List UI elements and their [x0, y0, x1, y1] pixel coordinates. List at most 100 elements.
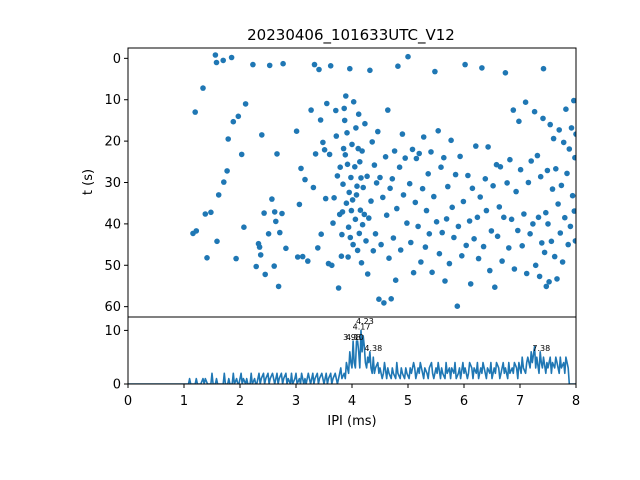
chart-title: 20230406_101633UTC_V12	[247, 26, 455, 45]
scatter-point	[318, 231, 324, 237]
scatter-point	[402, 155, 409, 161]
scatter-point	[225, 136, 231, 142]
scatter-point	[422, 244, 429, 250]
scatter-point	[517, 166, 524, 173]
scatter-point	[375, 128, 381, 135]
scatter-point	[296, 201, 303, 208]
scatter-point	[501, 214, 507, 221]
scatter-point	[571, 97, 576, 104]
scatter-point	[564, 170, 570, 177]
scatter-point	[506, 245, 512, 251]
scatter-point	[220, 57, 226, 64]
scatter-point	[334, 173, 341, 179]
scatter-point	[463, 242, 470, 249]
scatter-point	[571, 208, 576, 214]
scatter-point	[465, 172, 471, 179]
scatter-point	[429, 269, 435, 276]
scatter-point	[273, 218, 279, 225]
scatter-point	[376, 296, 382, 302]
scatter-point	[394, 205, 400, 212]
scatter-point	[416, 150, 423, 157]
scatter-point	[357, 207, 364, 213]
y-tick-label: 0	[113, 52, 121, 67]
scatter-point	[213, 59, 220, 66]
scatter-point	[405, 53, 411, 60]
scatter-point	[363, 238, 369, 244]
scatter-point	[457, 153, 463, 160]
scatter-point	[317, 117, 324, 123]
scatter-point	[527, 231, 533, 237]
scatter-point	[224, 168, 230, 174]
bottom-y-ticks: 0 10	[104, 324, 128, 393]
scatter-point	[265, 231, 272, 237]
scatter-point	[557, 230, 564, 236]
scatter-point	[293, 128, 300, 134]
scatter-point	[471, 236, 477, 242]
scatter-point	[299, 253, 306, 260]
scatter-point	[550, 135, 557, 142]
scatter-point	[298, 165, 304, 172]
scatter-point	[242, 101, 249, 107]
scatter-point	[354, 247, 361, 254]
scatter-point	[446, 260, 453, 267]
scatter-point	[311, 61, 318, 68]
peak-annotation: 4.17	[353, 322, 371, 331]
scatter-point	[343, 93, 349, 99]
scatter-point	[537, 173, 544, 180]
scatter-point	[536, 273, 543, 280]
scatter-point	[431, 193, 437, 200]
scatter-point	[410, 269, 417, 276]
scatter-point	[462, 61, 468, 68]
scatter-point	[523, 270, 530, 277]
scatter-point	[348, 174, 354, 181]
scatter-point	[499, 258, 505, 264]
scatter-point	[555, 201, 561, 207]
scatter-point	[567, 223, 574, 230]
peak-annotation: 4.23	[356, 317, 374, 326]
scatter-point	[480, 243, 487, 250]
scatter-point	[377, 174, 383, 181]
top-y-ticks: 0 10 20 30 40 50 60	[104, 52, 128, 315]
scatter-point	[508, 216, 515, 223]
scatter-point	[344, 130, 350, 136]
scatter-point	[280, 60, 286, 67]
scatter-point	[364, 271, 371, 277]
scatter-point	[256, 244, 263, 250]
scatter-point	[352, 216, 359, 223]
scatter-point	[335, 285, 342, 291]
scatter-point	[343, 200, 350, 206]
y-tick-label: 30	[104, 176, 121, 191]
scatter-point	[455, 223, 462, 230]
scatter-point	[409, 146, 416, 153]
scatter-point	[543, 209, 549, 216]
scatter-point	[208, 209, 214, 216]
scatter-point	[442, 278, 448, 284]
scatter-point	[425, 171, 432, 177]
scatter-point	[382, 154, 389, 160]
scatter-point	[477, 194, 484, 200]
scatter-point	[549, 186, 556, 192]
scatter-point	[404, 220, 410, 226]
peak-annotation: 4.38	[364, 344, 382, 353]
scatter-point	[510, 107, 517, 113]
scatter-point	[543, 283, 550, 290]
scatter-point	[558, 182, 565, 189]
scatter-point	[565, 241, 571, 248]
scatter-point	[559, 259, 566, 265]
scatter-point	[372, 231, 379, 237]
scatter-point	[230, 118, 237, 125]
scatter-point	[392, 277, 399, 283]
scatter-point	[327, 63, 334, 69]
scatter-point	[539, 240, 545, 246]
scatter-point	[360, 184, 366, 191]
scatter-point	[452, 171, 459, 178]
scatter-point	[340, 145, 347, 152]
scatter-point	[253, 263, 259, 270]
bottom-x-ticks: 0 1 2 3 4 5 6 7 8	[124, 384, 580, 409]
scatter-point	[277, 229, 283, 236]
scatter-point	[353, 192, 360, 198]
scatter-point	[528, 158, 534, 164]
scatter-point	[551, 253, 558, 260]
